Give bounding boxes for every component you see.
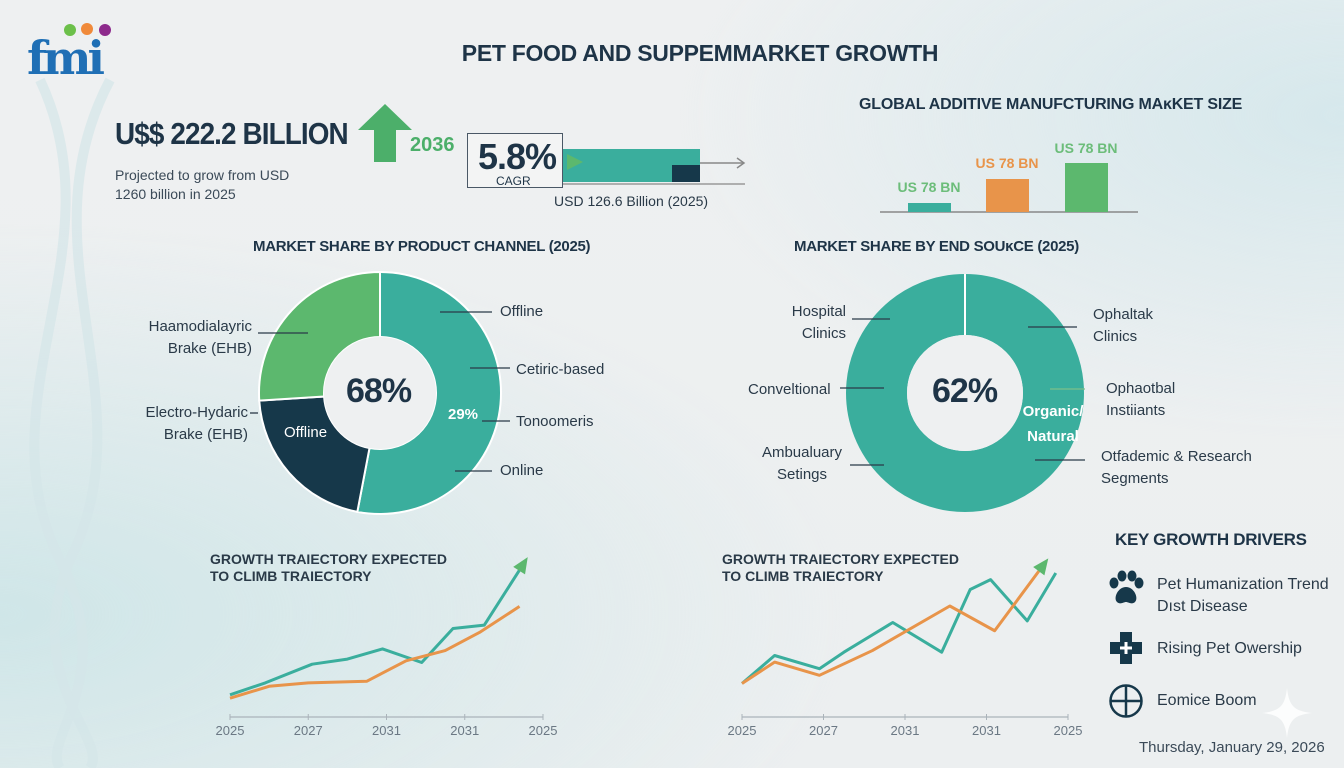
callout-offline: Offline — [500, 303, 544, 320]
x-tick-label: 2031 — [450, 723, 479, 738]
headline-subtitle: Projected to grow from USD 1260 billion … — [115, 166, 289, 204]
globe-icon — [1109, 684, 1143, 718]
growth-title-right: GROWTH TRAIECTORY EXPECTED TO CLIMB TRAI… — [722, 551, 959, 584]
sparkle-icon — [1262, 688, 1312, 738]
footer-date: Thursday, January 29, 2026 — [1139, 739, 1325, 756]
market-size-title: GLOBAL ADDITIVE MANUFCTURING MAĸKET SIZE — [859, 96, 1243, 113]
driver-1-line1: Pet Humanization Trend — [1157, 576, 1329, 593]
svg-text:fmi: fmi — [27, 31, 104, 78]
cagr-value: 5.8% — [478, 136, 557, 177]
slice-online-label: 29% — [448, 406, 479, 423]
x-tick-label: 2025 — [728, 723, 757, 738]
series-line-1 — [229, 563, 525, 697]
x-tick-label: 2027 — [294, 723, 323, 738]
product-channel-center: 68% — [346, 372, 412, 410]
series-line-2 — [229, 605, 521, 700]
cagr-base-value: USD 126.6 Billion (2025) — [554, 193, 709, 209]
callout-otfademic: Otfademic & Research Segments — [1101, 448, 1252, 487]
callout-cetiric: Cetiric-based — [516, 361, 605, 378]
callout-ambualuary: Ambualuary Setings — [761, 444, 843, 483]
x-tick-label: 2031 — [891, 723, 920, 738]
trend-arrow-icon — [513, 557, 528, 575]
donut-hole — [907, 335, 1023, 451]
series-line-1 — [741, 572, 1058, 685]
driver-1-line2: Dıst Disease — [1157, 598, 1248, 615]
cagr-arrows — [563, 154, 746, 185]
callout-electro-hydaric: Electro-Hydaric Brake (EHB) — [145, 404, 248, 443]
bar-2-label: US 78 BN — [975, 155, 1038, 171]
product-channel-title: MARKET SHARE BY PRODUCT CHANNEL (2025) — [253, 238, 591, 255]
subtitle-line-2: 1260 billion in 2025 — [115, 186, 236, 202]
medical-cross-icon — [1110, 632, 1142, 664]
driver-2: Rising Pet Owership — [1157, 640, 1302, 657]
x-tick-label: 2027 — [809, 723, 838, 738]
callout-tonoomeris: Tonoomeris — [516, 413, 594, 430]
driver-1: Pet Humanization Trend Dıst Disease — [1157, 574, 1329, 618]
cagr-bar-base — [672, 165, 700, 182]
up-arrow-icon — [358, 104, 412, 162]
x-tick-label: 2031 — [972, 723, 1001, 738]
slice-offline-label: Offline — [284, 424, 328, 441]
x-tick-label: 2025 — [216, 723, 245, 738]
x-tick-label: 2025 — [1054, 723, 1083, 738]
bar-1 — [908, 203, 951, 212]
bar-1-label: US 78 BN — [897, 179, 960, 195]
callout-online: Online — [500, 462, 544, 479]
growth-title-left: GROWTH TRAIECTORY EXPECTED TO CLIMB TRAI… — [210, 551, 447, 584]
slice-organic-label: Organic/ Natural — [1022, 403, 1084, 445]
bar-3 — [1065, 163, 1108, 212]
bar-2 — [986, 179, 1029, 212]
donut-hole — [324, 337, 436, 449]
end-source-center: 62% — [932, 372, 998, 410]
x-tick-label: 2025 — [529, 723, 558, 738]
end-source-title: MARKET SHARE BY END SOUĸCE (2025) — [794, 238, 1079, 255]
headline-value: U$$ 222.2 BILLION — [115, 116, 349, 151]
trend-arrow-icon — [1033, 558, 1049, 576]
callout-haamodialayric: Haamodialayric Brake (EHB) — [148, 318, 252, 357]
series-line-2 — [741, 563, 1045, 685]
subtitle-line-1: Projected to grow from USD — [115, 167, 290, 183]
callout-conveltional: Conveltional — [748, 381, 831, 398]
callout-ophaotbal: Ophaotbal Instiiants — [1106, 380, 1176, 419]
driver-3: Eomice Boom — [1157, 692, 1257, 709]
cagr-box — [467, 133, 563, 188]
headline-year: 2036 — [410, 134, 455, 156]
cagr-label: CAGR — [496, 174, 531, 188]
page-title: PET FOOD AND SUPPEMMARKET GROWTH — [461, 40, 939, 66]
bar-3-label: US 78 BN — [1054, 140, 1117, 156]
fmi-logo: fmi — [25, 22, 140, 85]
market-size-chart: US 78 BN US 78 BN US 78 BN — [880, 140, 1138, 213]
callout-ophaltak: Ophaltak Clinics — [1093, 306, 1154, 345]
x-tick-label: 2031 — [372, 723, 401, 738]
callout-hospital-clinics: Hospital Clinics — [791, 303, 846, 342]
drivers-title: KEY GROWTH DRIVERS — [1115, 530, 1307, 549]
paw-icon — [1109, 570, 1144, 604]
